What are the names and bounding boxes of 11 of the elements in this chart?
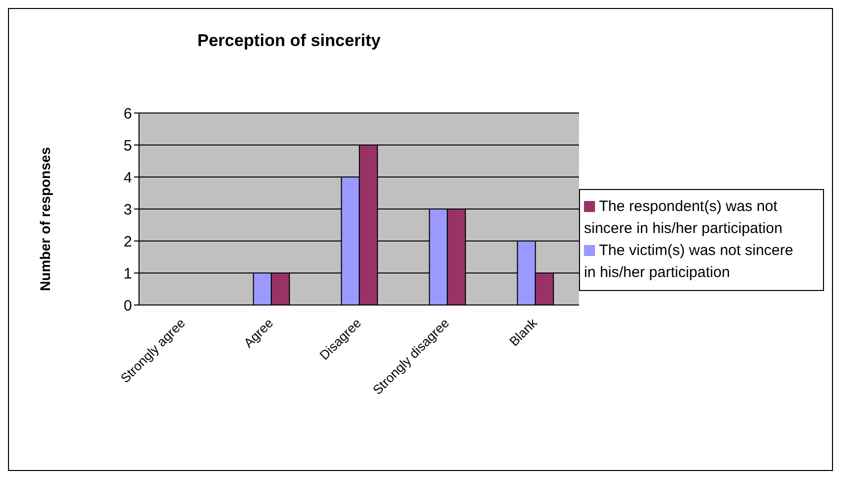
legend-label: The victim(s) was not sincere in his/her participation xyxy=(584,242,794,280)
y-tick-label: 0 xyxy=(124,297,132,314)
y-tick-label: 1 xyxy=(124,265,132,282)
y-tick-label: 4 xyxy=(124,169,132,186)
y-tick-label: 2 xyxy=(124,233,132,250)
y-tick-label: 3 xyxy=(124,201,132,218)
legend-label: The respondent(s) was not sincere in his/her participation xyxy=(584,198,782,236)
chart-title: Perception of sincerity xyxy=(196,31,382,51)
y-tick-label: 6 xyxy=(124,105,132,122)
y-axis-title: Number of responses xyxy=(37,147,53,291)
y-tick-label: 5 xyxy=(124,137,132,154)
